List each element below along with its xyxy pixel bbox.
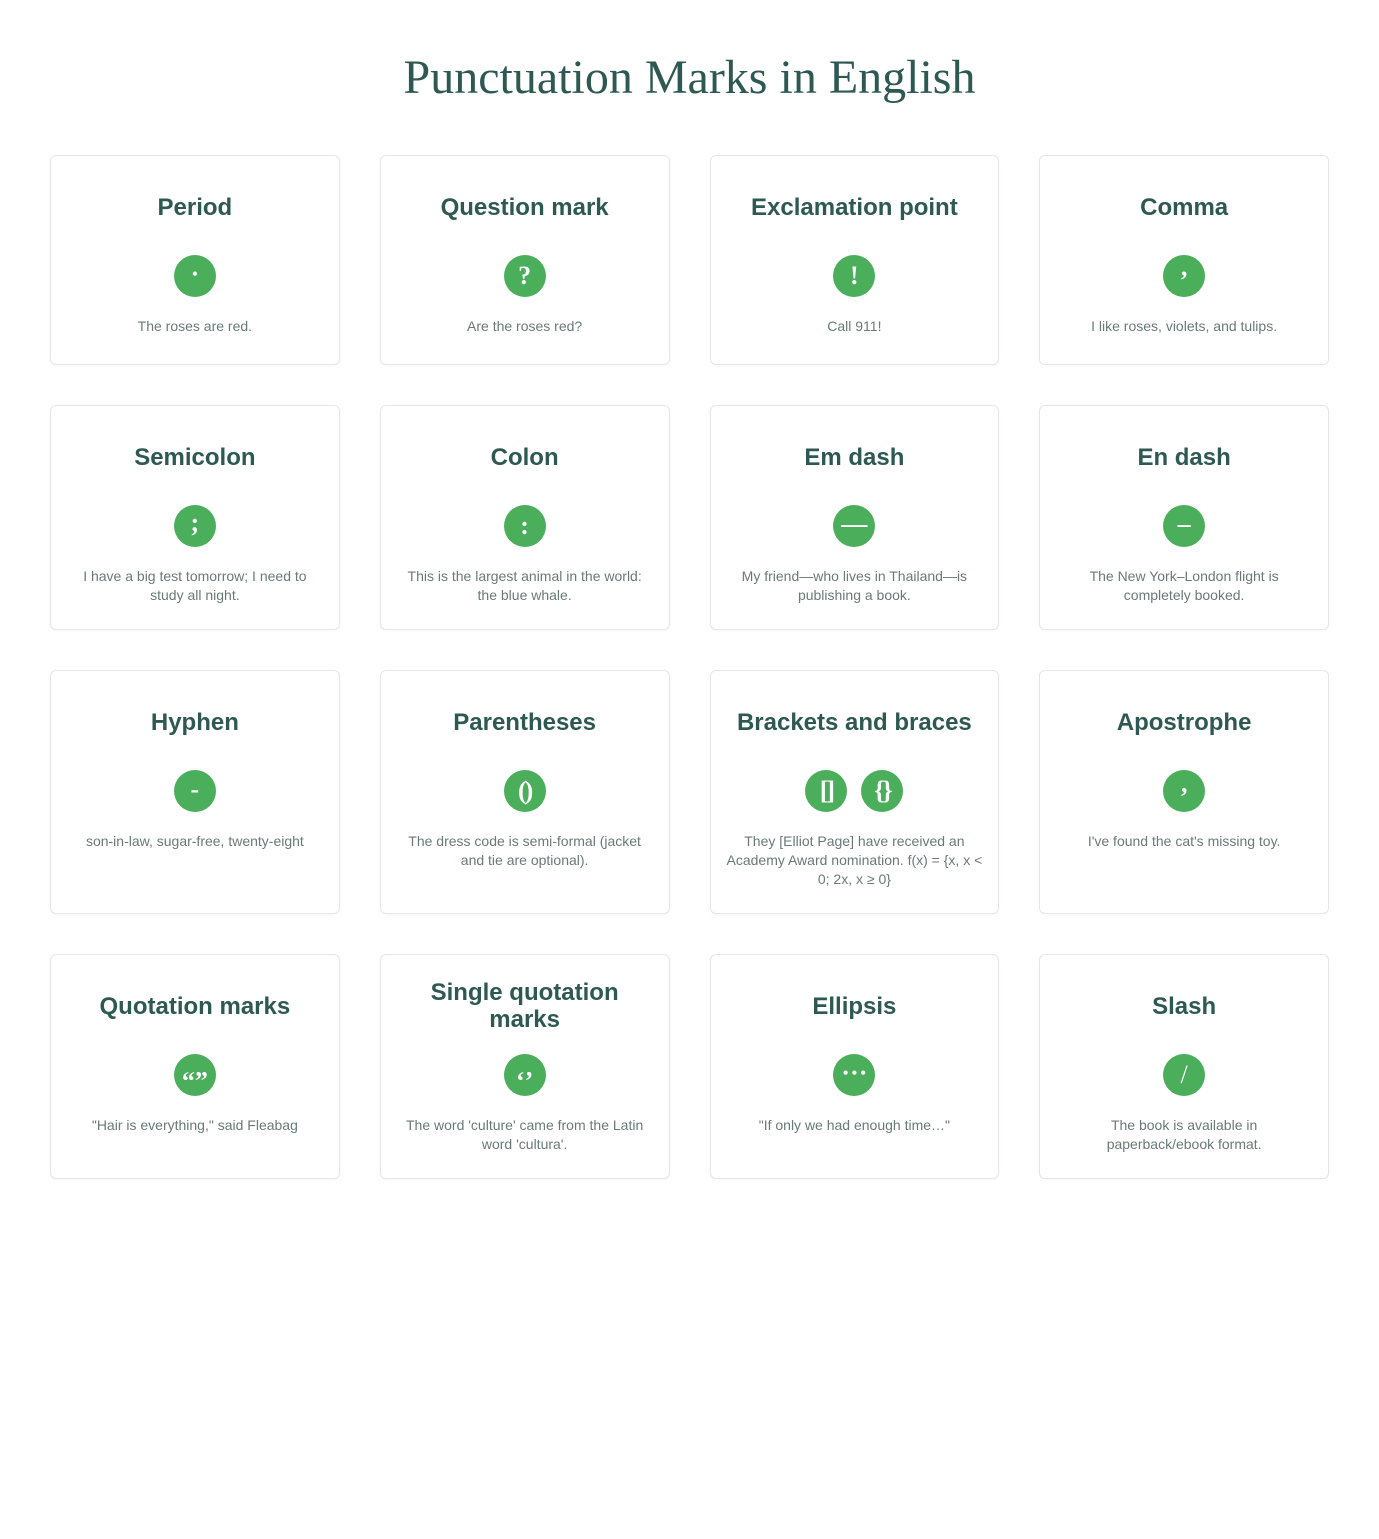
card-example: They [Elliot Page] have received an Acad… — [727, 832, 983, 889]
card-title: Single quotation marks — [397, 979, 653, 1034]
punctuation-icon: , — [1163, 255, 1205, 297]
icon-row: , — [1163, 255, 1205, 297]
punctuation-icon: “” — [174, 1054, 216, 1096]
card-ellipsis: Ellipsis … "If only we had enough time…" — [710, 954, 1000, 1179]
card-title: Colon — [491, 430, 559, 485]
punctuation-icon: ? — [504, 255, 546, 297]
icon-row: ; — [174, 505, 216, 547]
card-hyphen: Hyphen - son-in-law, sugar-free, twenty-ei… — [50, 670, 340, 914]
card-en-dash: En dash – The New York–London flight is co… — [1039, 405, 1329, 630]
card-semicolon: Semicolon; I have a big test tomorrow; I … — [50, 405, 340, 630]
icon-row: : — [504, 505, 546, 547]
card-question-mark: Question mark? Are the roses red? — [380, 155, 670, 365]
card-title: Em dash — [804, 430, 904, 485]
card-title: Question mark — [441, 180, 609, 235]
punctuation-icon: – — [1163, 505, 1205, 547]
icon-row: ? — [504, 255, 546, 297]
punctuation-icon: ! — [833, 255, 875, 297]
card-example: This is the largest animal in the world:… — [397, 567, 653, 605]
card-title: Apostrophe — [1117, 695, 1252, 750]
card-example: "If only we had enough time…" — [759, 1116, 950, 1135]
icon-row: () — [504, 770, 546, 812]
card-title: Ellipsis — [812, 979, 896, 1034]
card-brackets-and-braces: Brackets and braces [] {} They [Elliot Page… — [710, 670, 1000, 914]
card-example: The word 'culture' came from the Latin w… — [397, 1116, 653, 1154]
punctuation-icon: () — [504, 770, 546, 812]
icon-row: “” — [174, 1054, 216, 1096]
punctuation-icon: ’ — [1163, 770, 1205, 812]
card-title: En dash — [1137, 430, 1230, 485]
card-title: Slash — [1152, 979, 1216, 1034]
punctuation-icon: {} — [861, 770, 903, 812]
card-exclamation-point: Exclamation point! Call 911! — [710, 155, 1000, 365]
card-example: Call 911! — [827, 317, 881, 336]
card-title: Hyphen — [151, 695, 239, 750]
punctuation-icon: . — [174, 255, 216, 297]
punctuation-icon: / — [1163, 1054, 1205, 1096]
card-parentheses: Parentheses () The dress code is semi-form… — [380, 670, 670, 914]
punctuation-icon: [] — [805, 770, 847, 812]
punctuation-icon: ; — [174, 505, 216, 547]
punctuation-icon: - — [174, 770, 216, 812]
punctuation-icon: ‘’ — [504, 1054, 546, 1096]
icon-row: - — [174, 770, 216, 812]
card-example: I've found the cat's missing toy. — [1088, 832, 1281, 851]
icon-row: ! — [833, 255, 875, 297]
card-example: The New York–London flight is completely… — [1056, 567, 1312, 605]
punctuation-icon: : — [504, 505, 546, 547]
icon-row: . — [174, 255, 216, 297]
card-single-quotation-marks: Single quotation marks ‘’ The word 'cultur… — [380, 954, 670, 1179]
card-example: The roses are red. — [138, 317, 252, 336]
card-example: "Hair is everything," said Fleabag — [92, 1116, 298, 1135]
card-example: I like roses, violets, and tulips. — [1091, 317, 1277, 336]
card-example: Are the roses red? — [467, 317, 582, 336]
card-example: The dress code is semi-formal (jacket an… — [397, 832, 653, 870]
card-apostrophe: Apostrophe ’ I've found the cat's missing … — [1039, 670, 1329, 914]
icon-row: ‘’ — [504, 1054, 546, 1096]
icon-row: [] {} — [805, 770, 903, 812]
card-title: Comma — [1140, 180, 1228, 235]
card-slash: Slash / The book is available in paperback… — [1039, 954, 1329, 1179]
card-period: Period. The roses are red. — [50, 155, 340, 365]
card-colon: Colon: This is the largest animal in the … — [380, 405, 670, 630]
icon-row: … — [833, 1054, 875, 1096]
card-title: Quotation marks — [100, 979, 291, 1034]
card-example: son-in-law, sugar-free, twenty-eight — [86, 832, 304, 851]
punctuation-icon: … — [833, 1054, 875, 1096]
card-comma: Comma, I like roses, violets, and tulips. — [1039, 155, 1329, 365]
card-example: My friend—who lives in Thailand—is publi… — [727, 567, 983, 605]
card-title: Period — [158, 180, 233, 235]
card-em-dash: Em dash — My friend—who lives in Thailand—… — [710, 405, 1000, 630]
icon-row: / — [1163, 1054, 1205, 1096]
punctuation-icon: — — [833, 505, 875, 547]
card-quotation-marks: Quotation marks “” "Hair is everything," s… — [50, 954, 340, 1179]
card-title: Semicolon — [134, 430, 255, 485]
card-title: Exclamation point — [751, 180, 958, 235]
card-title: Brackets and braces — [737, 695, 972, 750]
page-title: Punctuation Marks in English — [50, 50, 1329, 105]
cards-grid: Period. The roses are red. Question mark? A… — [50, 155, 1329, 1179]
card-example: The book is available in paperback/ebook… — [1056, 1116, 1312, 1154]
icon-row: – — [1163, 505, 1205, 547]
card-title: Parentheses — [453, 695, 596, 750]
icon-row: ’ — [1163, 770, 1205, 812]
icon-row: — — [833, 505, 875, 547]
card-example: I have a big test tomorrow; I need to st… — [67, 567, 323, 605]
